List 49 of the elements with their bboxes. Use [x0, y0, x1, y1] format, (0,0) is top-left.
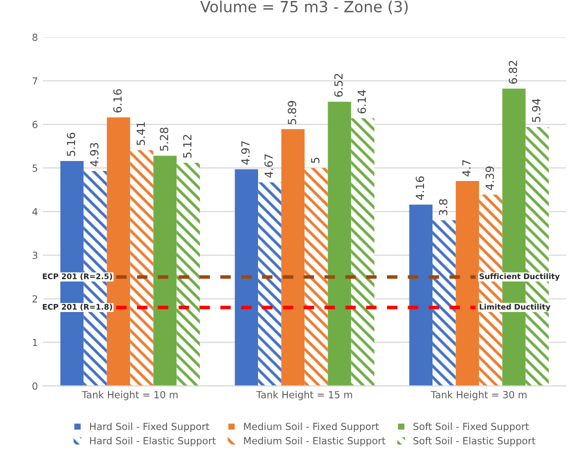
- x-tick-label: Tank Height = 10 m: [82, 390, 178, 400]
- y-tick-label: 4: [32, 208, 38, 216]
- data-label: 4.67: [264, 154, 273, 178]
- y-tick-label: 8: [32, 34, 38, 42]
- legend-label: Hard Soil - Fixed Support: [90, 422, 210, 432]
- x-tick-label: Tank Height = 15 m: [256, 390, 352, 400]
- bar: [234, 169, 258, 386]
- bar: [176, 162, 200, 386]
- data-label: 4.93: [90, 143, 98, 166]
- bar: [409, 204, 433, 386]
- bar: [258, 182, 282, 386]
- data-label: 5.28: [160, 128, 168, 151]
- data-label: 5.16: [66, 132, 76, 156]
- bar: [304, 168, 328, 386]
- bar: [153, 156, 177, 386]
- bar: [456, 181, 480, 386]
- y-tick-label: 1: [32, 338, 38, 346]
- chart-title: Volume = 75 m3 - Zone (3): [200, 0, 408, 14]
- data-label: 6.16: [113, 89, 122, 112]
- x-tick-label: Tank Height = 30 m: [430, 390, 527, 400]
- legend-label: Hard Soil - Elastic Support: [90, 436, 216, 446]
- data-label: 5.12: [183, 134, 192, 158]
- data-label: 6.82: [508, 60, 518, 84]
- legend-label: Medium Soil - Fixed Support: [244, 422, 379, 432]
- data-label: 4.16: [416, 176, 424, 200]
- legend-label: Medium Soil - Elastic Support: [244, 436, 386, 446]
- y-tick-label: 0: [32, 382, 38, 390]
- bar: [351, 118, 374, 386]
- data-label: 3.8: [438, 199, 448, 216]
- legend-label: Soft Soil - Elastic Support: [413, 436, 536, 446]
- data-label: 4.7: [462, 160, 470, 176]
- bar: [328, 102, 352, 386]
- data-label: 5.94: [532, 98, 540, 122]
- y-tick-label: 6: [32, 120, 38, 128]
- y-tick-label: 5: [32, 164, 38, 172]
- data-label: 6.52: [334, 74, 343, 97]
- data-label: 5.89: [288, 101, 296, 124]
- y-tick-label: 2: [32, 295, 38, 302]
- bar: [130, 150, 154, 386]
- data-label: 5: [311, 158, 320, 163]
- data-label: 5.41: [136, 122, 145, 146]
- data-label: 4.39: [486, 166, 494, 190]
- bar: [281, 129, 305, 386]
- data-label: 6.14: [358, 90, 366, 114]
- y-tick-label: 3: [32, 252, 38, 259]
- bar: [432, 220, 456, 386]
- legend-label: Soft Soil - Fixed Support: [413, 422, 529, 432]
- y-tick-label: 7: [32, 77, 38, 84]
- data-label: 4.97: [241, 141, 250, 165]
